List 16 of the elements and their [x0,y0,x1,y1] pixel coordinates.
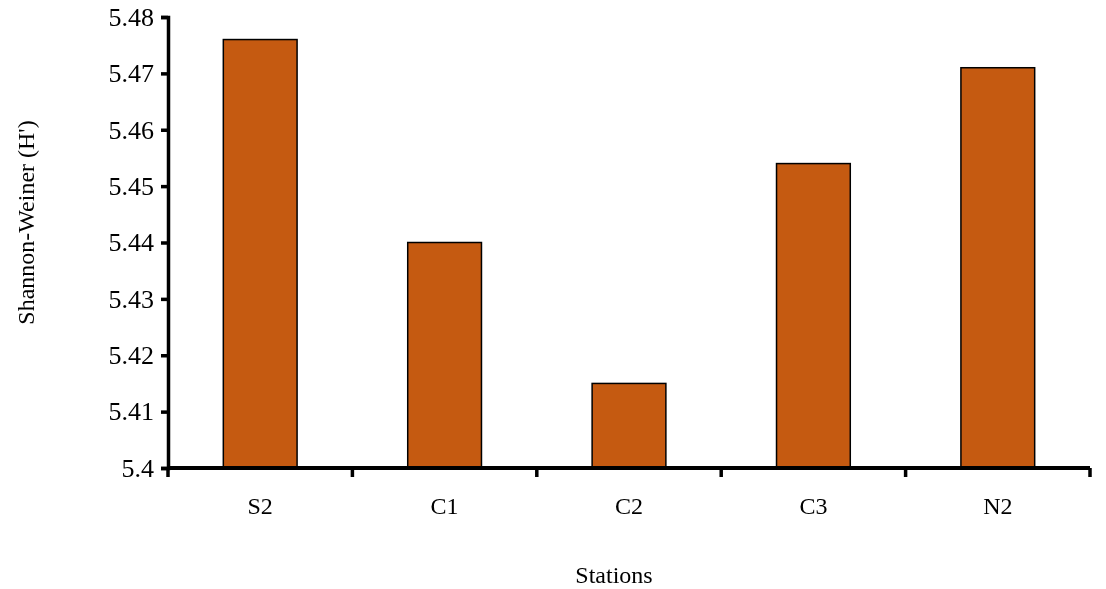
x-tick-label: C3 [799,493,828,519]
x-axis-title: Stations [575,562,653,588]
y-tick-label: 5.41 [108,397,154,427]
y-tick-label: 5.45 [108,171,154,201]
y-tick-label: 5.42 [108,341,154,371]
x-tick-label: C1 [430,493,459,519]
y-tick-label: 5.4 [121,453,154,483]
y-tick-label: 5.44 [108,228,154,258]
x-tick-label: S2 [247,493,273,519]
y-tick-label: 5.47 [108,59,154,89]
y-axis-title: Shannon-Weiner (H') [13,120,39,325]
y-tick-label: 5.43 [108,284,154,314]
y-tick-label: 5.48 [108,2,154,32]
y-tick-label: 5.46 [108,115,154,145]
x-tick-label: N2 [983,493,1013,519]
x-tick-label: C2 [614,493,644,519]
